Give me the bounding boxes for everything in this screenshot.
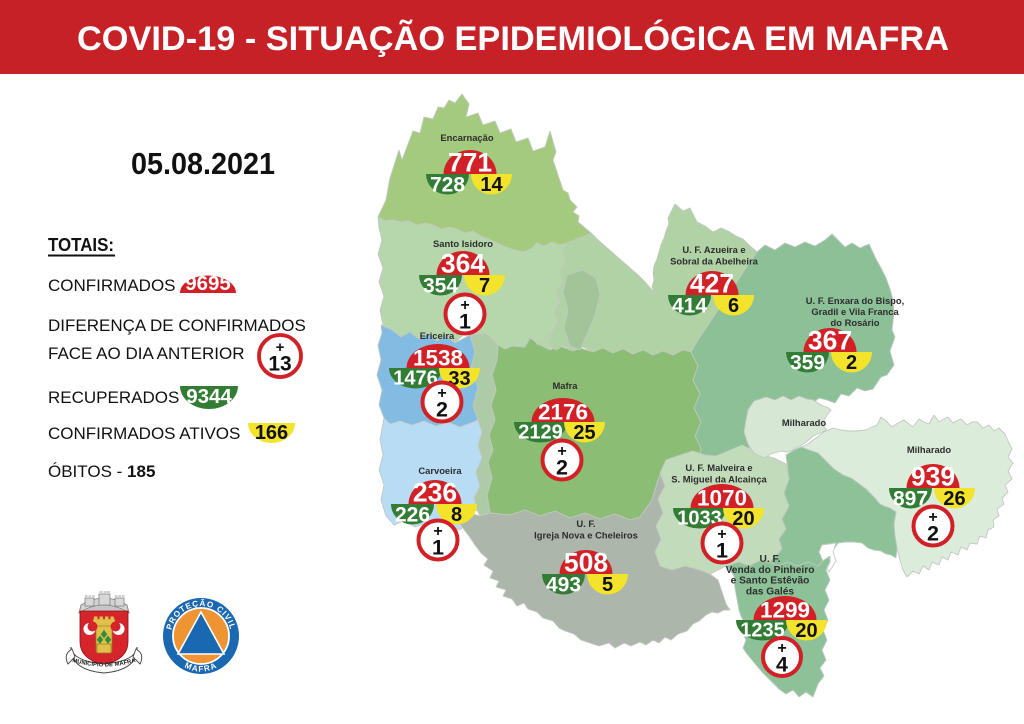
svg-text:U. F.: U. F. [760,554,781,565]
svg-text:8: 8 [451,504,462,526]
svg-text:14: 14 [480,174,503,196]
svg-text:+: + [777,640,786,657]
svg-text:1033: 1033 [677,508,722,530]
svg-text:Carvoeira: Carvoeira [418,465,462,476]
svg-text:Mafra: Mafra [552,380,578,391]
svg-text:Milharado: Milharado [782,417,827,428]
svg-text:Sobral da Abelheira: Sobral da Abelheira [670,256,758,267]
svg-text:1: 1 [432,536,444,560]
svg-text:9695: 9695 [185,272,231,295]
svg-text:Milharado: Milharado [907,444,952,455]
svg-text:4: 4 [776,653,788,677]
svg-text:5: 5 [602,574,613,596]
svg-text:2: 2 [846,352,857,374]
svg-text:Igreja Nova e Cheleiros: Igreja Nova e Cheleiros [534,530,638,541]
svg-text:7: 7 [479,275,490,297]
svg-text:13: 13 [268,353,291,376]
svg-text:2: 2 [436,398,448,422]
svg-text:CONFIRMADOS ATIVOS: CONFIRMADOS ATIVOS [48,424,240,443]
svg-text:9344: 9344 [186,385,232,408]
svg-text:RECUPERADOS: RECUPERADOS [48,388,179,407]
svg-text:226: 226 [395,504,430,527]
svg-text:20: 20 [795,620,817,642]
svg-text:ÓBITOS - 185: ÓBITOS - 185 [48,462,155,481]
svg-text:do Rosário: do Rosário [831,317,880,328]
svg-text:2176: 2176 [538,400,588,425]
svg-text:+: + [276,339,285,356]
svg-text:2: 2 [556,456,568,480]
svg-text:05.08.2021: 05.08.2021 [131,146,275,181]
svg-text:493: 493 [546,574,581,597]
svg-text:Santo Isidoro: Santo Isidoro [433,238,493,249]
svg-text:236: 236 [413,478,457,508]
svg-text:Venda do Pinheiro: Venda do Pinheiro [726,565,815,576]
svg-text:1538: 1538 [413,346,463,371]
svg-text:1299: 1299 [760,598,810,623]
svg-text:MUNICÍPIO DE MAFRA: MUNICÍPIO DE MAFRA [72,658,137,669]
svg-text:+: + [437,385,446,402]
svg-text:939: 939 [911,462,955,492]
svg-text:COVID-19 - SITUAÇÃO EPIDEMIOLÓ: COVID-19 - SITUAÇÃO EPIDEMIOLÓGICA EM MA… [77,20,949,58]
svg-text:1: 1 [716,539,728,563]
svg-text:367: 367 [808,326,852,356]
svg-text:TOTAIS:: TOTAIS: [48,235,114,255]
svg-text:Encarnação: Encarnação [440,132,493,143]
svg-text:DIFERENÇA DE CONFIRMADOS: DIFERENÇA DE CONFIRMADOS [48,316,306,335]
svg-text:Gradil e Vila Franca: Gradil e Vila Franca [811,306,899,317]
svg-text:1476: 1476 [393,368,438,390]
svg-text:414: 414 [672,295,707,318]
svg-text:897: 897 [893,488,928,511]
svg-text:U. F. Azueira e: U. F. Azueira e [682,244,745,255]
svg-text:MAFRA: MAFRA [183,661,218,674]
svg-text:26: 26 [943,488,965,510]
svg-text:Ericeira: Ericeira [420,330,455,341]
svg-text:CONFIRMADOS: CONFIRMADOS [48,276,176,295]
svg-text:364: 364 [441,249,485,279]
svg-text:427: 427 [690,269,734,299]
svg-text:359: 359 [790,352,825,375]
svg-text:das Galés: das Galés [746,586,794,597]
svg-text:771: 771 [448,148,492,178]
svg-text:20: 20 [732,508,754,530]
svg-text:25: 25 [573,422,595,444]
svg-text:1235: 1235 [740,620,785,642]
svg-text:6: 6 [728,295,739,317]
svg-text:354: 354 [423,275,458,298]
svg-text:1070: 1070 [697,486,747,511]
svg-text:FACE AO DIA ANTERIOR: FACE AO DIA ANTERIOR [48,344,245,363]
svg-text:2129: 2129 [518,422,563,444]
svg-text:U. F.: U. F. [576,518,595,529]
svg-text:508: 508 [564,548,608,578]
svg-text:+: + [717,526,726,543]
svg-text:e Santo Estêvão: e Santo Estêvão [731,576,810,587]
svg-text:728: 728 [430,174,465,197]
svg-text:U. F. Malveira e: U. F. Malveira e [685,462,752,473]
svg-text:166: 166 [255,422,288,444]
svg-text:+: + [557,443,566,460]
svg-text:2: 2 [927,522,939,546]
svg-text:S. Miguel da Alcainça: S. Miguel da Alcainça [671,474,767,485]
svg-text:+: + [928,509,937,526]
svg-text:+: + [433,523,442,540]
svg-text:U. F. Enxara do Bispo,: U. F. Enxara do Bispo, [806,295,904,306]
svg-text:+: + [460,297,469,314]
svg-text:1: 1 [459,310,471,334]
